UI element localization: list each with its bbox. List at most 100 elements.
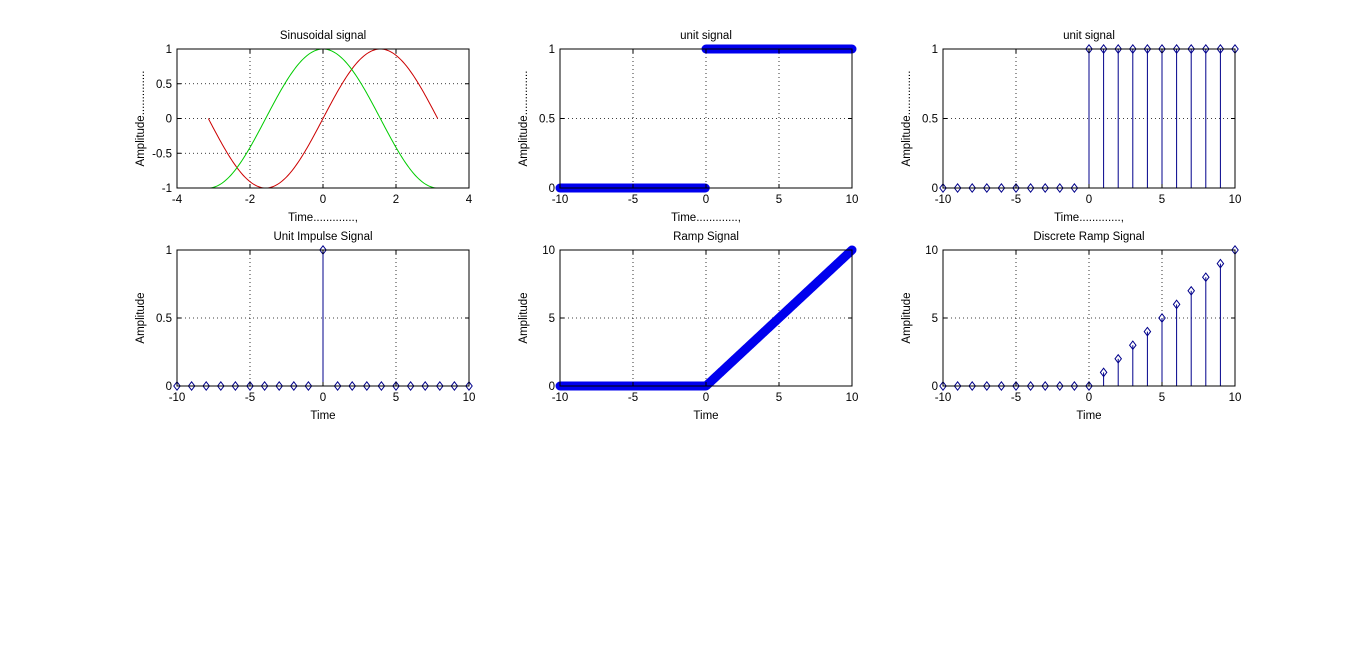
tick-marks (942, 249, 1236, 387)
stem-marker (1026, 183, 1035, 193)
stem-marker (465, 381, 473, 391)
x-tick-label: -5 (1011, 392, 1021, 404)
stem-marker (216, 381, 225, 391)
stem-marker (406, 381, 415, 391)
y-tick-label: 0 (166, 114, 172, 126)
x-tick-label: 2 (393, 194, 399, 206)
y-tick-label: 1 (166, 44, 172, 56)
chart-title: Unit Impulse Signal (273, 231, 372, 243)
stem-marker (1158, 313, 1166, 323)
x-tick-label: -10 (935, 194, 952, 206)
subplot-3: -10 -5 0 5 10 0 0.5 1 unit signal Time...........… (901, 30, 1241, 224)
subplot-grid: -4 -2 0 2 4 -1 -0.5 0 0.5 1 Sinusoidal signal Time.… (135, 30, 1241, 422)
y-tick-label: 10 (925, 245, 938, 257)
series-1 (207, 48, 439, 189)
x-tick-label: -10 (552, 392, 569, 404)
x-tick-label: 4 (466, 194, 473, 206)
stem-marker (982, 183, 991, 193)
stem-marker (1128, 44, 1137, 54)
stem-marker (260, 381, 269, 391)
x-axis-label: Time............., (1054, 212, 1124, 224)
stem-marker (1026, 381, 1035, 391)
y-axis-label: Amplitude (135, 292, 147, 343)
x-axis-label: Time (310, 410, 335, 422)
chart-title: Discrete Ramp Signal (1033, 231, 1144, 243)
stem-marker (1099, 44, 1108, 54)
stem-marker (187, 381, 196, 391)
x-tick-label: 0 (703, 392, 709, 404)
x-axis-label: Time............., (288, 212, 358, 224)
y-tick-label: 0 (932, 183, 938, 195)
subplot-4: -10 -5 0 5 10 0 0.5 1 Unit Impulse Signal Time Amp… (135, 231, 475, 422)
y-tick-label: 0 (549, 183, 555, 195)
stem-marker (939, 183, 947, 193)
stem-marker (982, 381, 991, 391)
stem-marker (1158, 44, 1166, 54)
y-axis-label: Amplitude (518, 292, 530, 343)
x-tick-label: 0 (1086, 194, 1092, 206)
stem-marker (1085, 44, 1093, 54)
stem-marker (333, 381, 342, 391)
y-axis-label: Amplitude (901, 292, 913, 343)
y-tick-label: 0 (166, 381, 172, 393)
x-tick-label: -10 (935, 392, 952, 404)
stem-marker (968, 381, 977, 391)
stem-marker (1041, 183, 1050, 193)
stem-marker (953, 183, 962, 193)
stem-marker (246, 381, 254, 391)
x-tick-label: 5 (1159, 194, 1165, 206)
y-tick-label: 0.5 (539, 114, 555, 126)
stem-marker (173, 381, 181, 391)
x-tick-label: -5 (245, 392, 255, 404)
x-tick-label: 10 (463, 392, 476, 404)
grid-lines (943, 49, 1235, 188)
y-tick-label: -1 (162, 183, 172, 195)
y-tick-label: 0.5 (156, 313, 172, 325)
stem-marker (1114, 44, 1123, 54)
y-tick-label: -0.5 (152, 148, 172, 160)
y-tick-label: 5 (932, 313, 938, 325)
x-tick-label: -5 (628, 194, 638, 206)
x-tick-label: -2 (245, 194, 255, 206)
stem-marker (1187, 44, 1196, 54)
x-tick-label: 5 (1159, 392, 1165, 404)
grid-lines (560, 49, 852, 188)
x-axis-label: Time (693, 410, 718, 422)
x-axis-label: Time............., (671, 212, 741, 224)
stem-marker (1216, 258, 1225, 269)
subplot-6: -10 -5 0 5 10 0 5 10 Discrete Ramp Signal Time Amp… (901, 231, 1241, 422)
x-tick-label: 0 (320, 194, 326, 206)
stem-marker (1055, 381, 1064, 391)
stem-marker (392, 381, 400, 391)
stem-marker (1128, 340, 1137, 351)
x-tick-label: 10 (846, 194, 859, 206)
x-tick-label: 5 (776, 392, 782, 404)
y-axis-label: Amplitude.............. (901, 71, 913, 167)
x-tick-label: 10 (1229, 392, 1242, 404)
x-tick-label: 10 (846, 392, 859, 404)
stem-marker (1201, 44, 1210, 54)
x-tick-label: 5 (393, 392, 399, 404)
tick-marks (559, 249, 853, 387)
series-line (207, 48, 439, 189)
stem-marker (1172, 299, 1181, 310)
stem-marker (1012, 183, 1020, 193)
y-tick-label: 1 (549, 44, 555, 56)
grid-lines (177, 49, 469, 188)
x-tick-label: -5 (628, 392, 638, 404)
stem-marker (968, 183, 977, 193)
stem-marker (1216, 44, 1225, 54)
stem-marker (202, 381, 211, 391)
stem-marker (1114, 353, 1123, 364)
x-tick-label: -5 (1011, 194, 1021, 206)
stem-marker (231, 381, 240, 391)
x-tick-label: -4 (172, 194, 183, 206)
stem-marker (1143, 326, 1152, 337)
stem-marker (997, 183, 1006, 193)
x-tick-label: 0 (320, 392, 326, 404)
stem-marker (421, 381, 430, 391)
x-tick-label: 5 (776, 194, 782, 206)
y-tick-label: 5 (549, 313, 555, 325)
tick-marks (176, 249, 470, 387)
stem-marker (435, 381, 444, 391)
